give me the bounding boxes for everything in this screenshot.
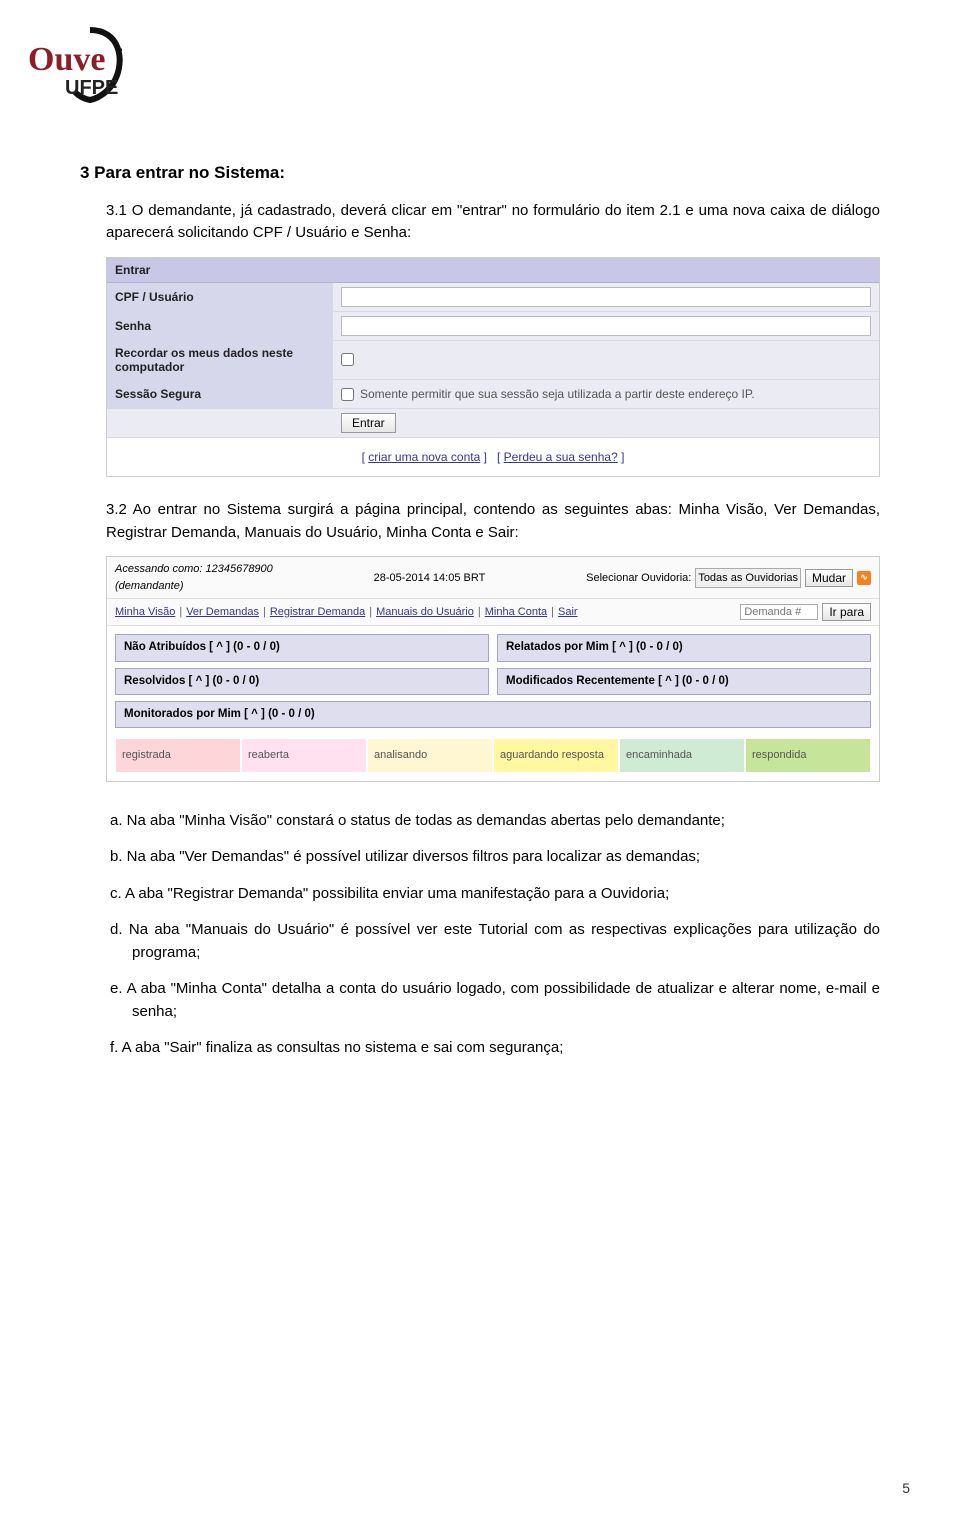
demanda-search-input[interactable] [740,604,818,620]
dash-row-1: Não Atribuídos [ ^ ] (0 - 0 / 0) Relatad… [115,634,871,661]
login-row-sessao: Sessão Segura Somente permitir que sua s… [107,380,879,409]
sessao-checkbox[interactable] [341,388,354,401]
list-item-b: b. Na aba "Ver Demandas" é possível util… [80,846,880,869]
login-row-senha: Senha [107,312,879,341]
nav-registrar[interactable]: Registrar Demanda [270,604,365,621]
recordar-checkbox[interactable] [341,353,354,366]
senha-field [333,312,879,340]
logo-text-bottom: UFPE [65,77,118,99]
bracket-r-1: ] [480,450,487,464]
login-header: Entrar [107,258,879,283]
nav-minha-conta[interactable]: Minha Conta [485,604,547,621]
ouvidoria-label: Selecionar Ouvidoria: [586,570,691,587]
ouvidoria-select[interactable]: Todas as Ouvidorias [695,568,801,589]
login-row-submit: Entrar [107,409,879,438]
status-legend: registrada reaberta analisando aguardand… [115,738,871,773]
access-line2: (demandante) [115,578,273,595]
dash-row-3: Monitorados por Mim [ ^ ] (0 - 0 / 0) [115,701,871,728]
document-content: 3 Para entrar no Sistema: 3.1 O demandan… [50,160,910,1060]
cpf-label: CPF / Usuário [107,283,333,311]
recordar-field [333,341,879,380]
nav-sair[interactable]: Sair [558,604,578,621]
rss-icon[interactable]: ∿ [857,571,871,585]
ir-para-button[interactable]: Ir para [822,603,871,621]
card-relatados[interactable]: Relatados por Mim [ ^ ] (0 - 0 / 0) [497,634,871,661]
cpf-field [333,283,879,311]
section-heading: 3 Para entrar no Sistema: [80,160,880,186]
entrar-button[interactable]: Entrar [341,413,396,433]
nav-ver-demandas[interactable]: Ver Demandas [186,604,259,621]
login-dialog-screenshot: Entrar CPF / Usuário Senha Recordar os m… [106,257,880,478]
list-item-f: f. A aba "Sair" finaliza as consultas no… [80,1037,880,1060]
nav-search: Ir para [740,603,871,621]
status-reaberta: reaberta [241,738,367,773]
list-item-a: a. Na aba "Minha Visão" constará o statu… [80,810,880,833]
perdeu-senha-link[interactable]: Perdeu a sua senha? [504,450,618,464]
criar-conta-link[interactable]: criar uma nova conta [368,450,480,464]
logo-text-top: Ouve [28,41,105,78]
card-nao-atribuidos[interactable]: Não Atribuídos [ ^ ] (0 - 0 / 0) [115,634,489,661]
status-respondida: respondida [745,738,871,773]
paragraph-3-2: 3.2 Ao entrar no Sistema surgirá a págin… [80,499,880,544]
sessao-label: Sessão Segura [107,380,333,408]
paragraph-3-1: 3.1 O demandante, já cadastrado, deverá … [80,200,880,245]
login-footer-links: [ criar uma nova conta ] [ Perdeu a sua … [107,438,879,476]
sessao-field: Somente permitir que sua sessão seja uti… [333,380,879,408]
recordar-label: Recordar os meus dados neste computador [107,341,333,380]
card-resolvidos[interactable]: Resolvidos [ ^ ] (0 - 0 / 0) [115,668,489,695]
sessao-text: Somente permitir que sua sessão seja uti… [360,385,755,403]
list-item-e: e. A aba "Minha Conta" detalha a conta d… [80,978,880,1023]
status-encaminhada: encaminhada [619,738,745,773]
ouve-ufpe-logo: Ouve UFPE [20,20,160,120]
bracket-r-2: ] [618,450,625,464]
cpf-input[interactable] [341,287,871,307]
document-page: Ouve UFPE 3 Para entrar no Sistema: 3.1 … [0,0,960,1523]
submit-spacer [107,409,333,437]
login-row-cpf: CPF / Usuário [107,283,879,312]
dashboard-body: Não Atribuídos [ ^ ] (0 - 0 / 0) Relatad… [107,626,879,780]
senha-label: Senha [107,312,333,340]
card-monitorados[interactable]: Monitorados por Mim [ ^ ] (0 - 0 / 0) [115,701,871,728]
access-info: Acessando como: 12345678900 (demandante) [115,561,273,594]
dashboard-screenshot: Acessando como: 12345678900 (demandante)… [106,556,880,781]
card-modificados[interactable]: Modificados Recentemente [ ^ ] (0 - 0 / … [497,668,871,695]
senha-input[interactable] [341,316,871,336]
submit-field: Entrar [333,409,879,437]
status-analisando: analisando [367,738,493,773]
page-number: 5 [902,1478,910,1499]
dashboard-nav: Minha Visão| Ver Demandas| Registrar Dem… [107,599,879,626]
access-line1: Acessando como: 12345678900 [115,561,273,578]
mudar-button[interactable]: Mudar [805,569,853,587]
status-aguardando: aguardando resposta [493,738,619,773]
ouvidoria-picker: Selecionar Ouvidoria: Todas as Ouvidoria… [586,568,871,589]
bracket-l-2: [ [497,450,504,464]
nav-manuais[interactable]: Manuais do Usuário [376,604,474,621]
nav-links: Minha Visão| Ver Demandas| Registrar Dem… [115,604,578,621]
list-item-c: c. A aba "Registrar Demanda" possibilita… [80,883,880,906]
dash-row-2: Resolvidos [ ^ ] (0 - 0 / 0) Modificados… [115,668,871,695]
list-item-d: d. Na aba "Manuais do Usuário" é possíve… [80,919,880,964]
dashboard-topbar: Acessando como: 12345678900 (demandante)… [107,557,879,599]
nav-minha-visao[interactable]: Minha Visão [115,604,175,621]
login-row-recordar: Recordar os meus dados neste computador [107,341,879,381]
status-registrada: registrada [115,738,241,773]
timestamp: 28-05-2014 14:05 BRT [283,570,576,587]
